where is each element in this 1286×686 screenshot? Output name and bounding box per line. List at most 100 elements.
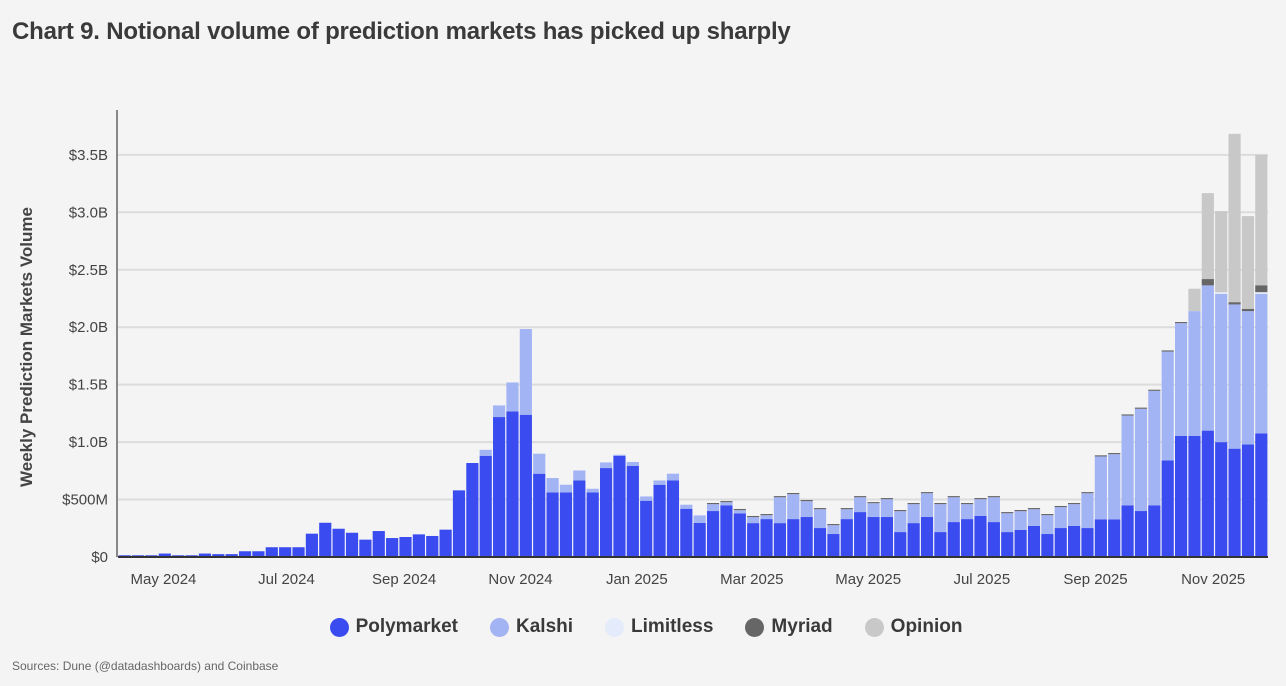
bar-kalshi [747,517,760,524]
bar-kalshi [626,461,639,466]
bar-polymarket [546,492,559,557]
bar-myriad [733,508,746,511]
bar-myriad [1121,414,1134,416]
x-tick-label: May 2024 [131,571,197,588]
bar-myriad [747,515,760,518]
bar-kalshi [787,494,800,520]
bar-kalshi [800,501,813,518]
x-tick-label: Jul 2024 [258,571,315,588]
bar-opinion [1228,133,1241,303]
bar-myriad [1014,510,1027,512]
bar-kalshi [1255,293,1268,434]
bar-kalshi [586,488,599,493]
x-tick-label: Sep 2024 [372,571,436,588]
bar-limitless [1215,292,1228,294]
bar-kalshi [1201,285,1214,431]
bar-kalshi [1134,408,1148,512]
legend-swatch-polymarket [329,617,349,637]
x-tick-label: Nov 2025 [1181,571,1245,588]
bar-polymarket [680,508,693,557]
bar-myriad [773,496,787,498]
bar-polymarket [653,484,666,557]
bar-kalshi [613,454,626,456]
bar-kalshi [479,449,492,456]
y-tick-label: $1.5B [69,377,108,394]
bar-polymarket [733,513,746,557]
bar-myriad [854,496,867,498]
bar-kalshi [1027,509,1041,526]
x-tick-label: Jul 2025 [953,571,1010,588]
bar-myriad [1161,350,1174,352]
bar-polymarket [399,537,412,557]
bar-polymarket [1134,511,1148,557]
bar-polymarket [439,529,452,557]
legend-swatch-kalshi [490,617,510,637]
bar-polymarket [599,468,613,557]
bar-myriad [1001,512,1014,514]
bar-kalshi [1161,351,1174,461]
bar-polymarket [706,511,720,557]
bar-polymarket [867,517,880,557]
bar-kalshi [760,515,773,520]
bar-opinion [1241,216,1255,309]
x-tick-label: Sep 2025 [1063,571,1127,588]
bar-polymarket [386,538,399,557]
bar-myriad [840,508,853,510]
y-tick-label: $3.0B [69,204,108,221]
y-tick-label: $2.5B [69,262,108,279]
legend-item-polymarket: Polymarket [329,616,459,638]
bar-kalshi [827,525,840,535]
bar-polymarket [412,534,425,557]
bar-polymarket [1215,442,1228,557]
bar-kalshi [1174,323,1188,437]
bar-polymarket [332,528,345,557]
bar-polymarket [920,517,934,557]
bar-kalshi [934,504,947,533]
bar-polymarket [519,414,532,557]
y-tick-label: $3.5B [69,147,108,164]
bar-opinion [1188,288,1201,312]
bar-kalshi [706,504,720,512]
bar-polymarket [613,455,626,557]
bar-polymarket [1014,529,1027,557]
bar-polymarket [1041,534,1054,557]
bar-myriad [1241,308,1255,312]
legend-label: Polymarket [355,616,459,637]
bar-kalshi [493,405,506,418]
bar-polymarket [573,480,586,557]
bar-kalshi [640,496,653,501]
bar-kalshi [1081,493,1094,529]
bar-kalshi [961,504,974,520]
bar-kalshi [1148,390,1161,506]
bar-polymarket [426,535,439,557]
bar-polymarket [292,547,305,557]
bar-myriad [867,502,880,504]
bar-kalshi [733,510,746,514]
bar-myriad [934,502,947,505]
bar-polymarket [747,523,760,557]
legend-item-limitless: Limitless [605,616,713,638]
bar-polymarket [372,531,385,557]
bar-polymarket [1174,436,1188,557]
bar-polymarket [974,515,987,557]
x-tick-label: Nov 2024 [488,571,552,588]
bar-myriad [720,501,733,503]
bar-polymarket [813,528,827,557]
bar-polymarket [987,522,1000,557]
bar-polymarket [238,551,252,557]
bar-polymarket [1094,519,1107,557]
bar-myriad [1228,302,1241,305]
bar-kalshi [1094,456,1107,520]
bar-polymarket [1241,444,1255,557]
bar-polymarket [626,465,639,557]
bar-polymarket [1001,532,1014,557]
bar-polymarket [198,553,212,557]
bar-polymarket [760,519,773,557]
bar-polymarket [1228,448,1241,557]
bar-polymarket [1255,433,1268,557]
bar-myriad [827,524,840,526]
bar-myriad [1068,502,1081,505]
bar-myriad [1081,492,1094,494]
x-tick-label: May 2025 [835,571,901,588]
bar-polymarket [158,553,171,557]
